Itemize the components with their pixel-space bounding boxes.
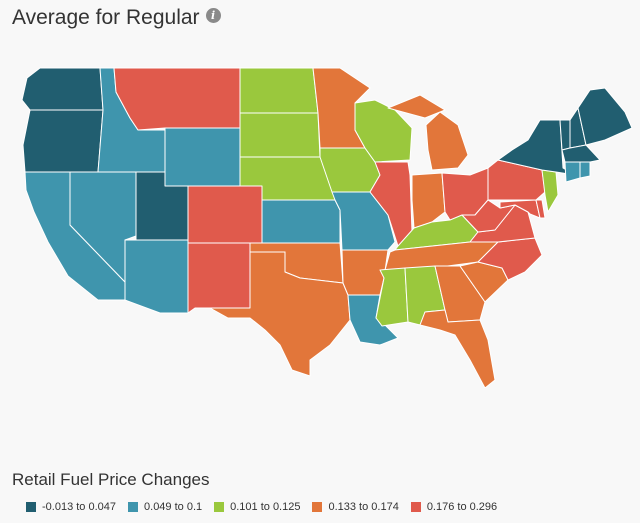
state-WY[interactable] bbox=[164, 127, 241, 187]
legend-item[interactable]: 0.133 to 0.174 bbox=[312, 501, 399, 513]
legend-item[interactable]: 0.176 to 0.296 bbox=[410, 501, 498, 513]
legend-swatch bbox=[410, 502, 421, 512]
legend-label: 0.133 to 0.174 bbox=[328, 501, 399, 513]
legend: -0.013 to 0.047 0.049 to 0.1 0.101 to 0.12… bbox=[26, 501, 509, 513]
page-title: Average for Regular bbox=[12, 6, 200, 29]
legend-swatch bbox=[26, 502, 36, 512]
state-DE[interactable] bbox=[535, 199, 546, 219]
state-FL[interactable] bbox=[419, 309, 496, 388]
legend-swatch bbox=[312, 502, 323, 512]
legend-item[interactable]: 0.101 to 0.125 bbox=[214, 501, 300, 513]
title-row: Average for Regular i bbox=[12, 6, 221, 30]
legend-swatch bbox=[214, 502, 225, 512]
state-WI[interactable] bbox=[354, 99, 413, 163]
legend-label: 0.176 to 0.296 bbox=[426, 501, 498, 513]
state-MI[interactable] bbox=[387, 94, 469, 171]
state-NM[interactable] bbox=[187, 242, 251, 314]
state-WA[interactable] bbox=[21, 67, 104, 111]
us-state-map bbox=[21, 67, 633, 388]
state-AZ[interactable] bbox=[124, 239, 189, 314]
state-KS[interactable] bbox=[261, 199, 341, 244]
state-OR[interactable] bbox=[22, 109, 104, 173]
state-NJ[interactable] bbox=[541, 169, 559, 213]
state-CO[interactable] bbox=[187, 185, 263, 244]
legend-swatch bbox=[128, 502, 139, 512]
state-RI[interactable] bbox=[579, 161, 591, 179]
legend-title: Retail Fuel Price Changes bbox=[12, 470, 210, 489]
state-MT[interactable] bbox=[113, 67, 241, 131]
legend-item[interactable]: -0.013 to 0.047 bbox=[26, 501, 116, 513]
legend-label: 0.049 to 0.1 bbox=[144, 501, 203, 513]
state-TX[interactable] bbox=[209, 251, 351, 377]
state-VT[interactable] bbox=[559, 119, 571, 151]
state-IN[interactable] bbox=[411, 172, 446, 229]
state-ND[interactable] bbox=[239, 67, 319, 114]
state-ME[interactable] bbox=[577, 87, 633, 146]
legend-label: -0.013 to 0.047 bbox=[42, 501, 117, 513]
state-CT[interactable] bbox=[564, 161, 581, 183]
legend-item[interactable]: 0.049 to 0.1 bbox=[128, 501, 202, 513]
state-SD[interactable] bbox=[239, 112, 321, 158]
info-icon[interactable]: i bbox=[205, 8, 221, 23]
legend-label: 0.101 to 0.125 bbox=[230, 501, 301, 513]
